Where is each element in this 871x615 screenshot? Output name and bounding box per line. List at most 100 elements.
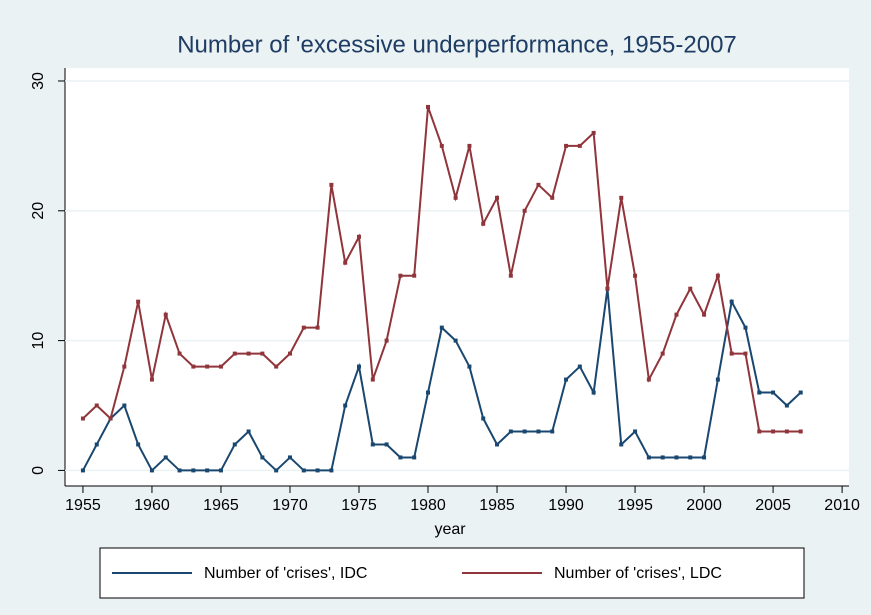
point-marker [218, 468, 223, 473]
point-marker [508, 273, 513, 278]
point-marker [329, 182, 334, 187]
point-marker [287, 455, 292, 460]
point-marker [591, 390, 596, 395]
point-marker [674, 312, 679, 317]
point-marker [343, 403, 348, 408]
point-marker [798, 390, 803, 395]
x-tick-label: 1995 [617, 497, 653, 514]
point-marker [771, 429, 776, 434]
point-marker [633, 429, 638, 434]
x-tick-label: 1990 [548, 497, 584, 514]
point-marker [743, 325, 748, 330]
point-marker [398, 455, 403, 460]
point-marker [301, 325, 306, 330]
point-marker [564, 377, 569, 382]
y-tick-label: 20 [30, 202, 47, 220]
point-marker [439, 325, 444, 330]
point-marker [577, 143, 582, 148]
point-marker [453, 195, 458, 200]
point-marker [246, 351, 251, 356]
point-marker [260, 351, 265, 356]
point-marker [426, 104, 431, 109]
point-marker [784, 403, 789, 408]
x-tick-label: 1980 [410, 497, 446, 514]
point-marker [564, 143, 569, 148]
point-marker [784, 429, 789, 434]
point-marker [715, 377, 720, 382]
legend-label: Number of 'crises', IDC [204, 565, 367, 582]
point-marker [729, 299, 734, 304]
point-marker [191, 468, 196, 473]
point-marker [495, 442, 500, 447]
point-marker [122, 403, 127, 408]
point-marker [467, 143, 472, 148]
point-marker [136, 442, 141, 447]
point-marker [660, 351, 665, 356]
x-tick-label: 1965 [203, 497, 239, 514]
point-marker [522, 208, 527, 213]
point-marker [605, 286, 610, 291]
point-marker [550, 429, 555, 434]
point-marker [577, 364, 582, 369]
point-marker [412, 273, 417, 278]
point-marker [205, 364, 210, 369]
legend-label: Number of 'crises', LDC [554, 565, 722, 582]
x-axis-title: year [434, 521, 466, 538]
point-marker [619, 195, 624, 200]
point-marker [757, 390, 762, 395]
point-marker [177, 351, 182, 356]
point-marker [260, 455, 265, 460]
point-marker [163, 312, 168, 317]
point-marker [357, 234, 361, 239]
point-marker [536, 429, 541, 434]
point-marker [163, 455, 168, 460]
point-marker [495, 195, 500, 200]
point-marker [343, 260, 348, 265]
point-marker [715, 273, 720, 278]
point-marker [274, 468, 279, 473]
point-marker [80, 416, 85, 421]
plot-area [65, 68, 849, 486]
point-marker [633, 273, 638, 278]
x-tick-label: 1975 [341, 497, 377, 514]
y-tick-label: 10 [30, 332, 47, 350]
point-marker [329, 468, 334, 473]
point-marker [771, 390, 776, 395]
x-tick-label: 2010 [824, 497, 860, 514]
chart-title: Number of 'excessive underperformance, 1… [177, 31, 737, 58]
point-marker [646, 377, 651, 382]
point-marker [646, 455, 651, 460]
point-marker [550, 195, 555, 200]
point-marker [522, 429, 527, 434]
point-marker [287, 351, 292, 356]
point-marker [481, 416, 486, 421]
point-marker [80, 468, 85, 473]
point-marker [798, 429, 803, 434]
y-tick-label: 30 [30, 72, 47, 90]
y-tick-label: 0 [30, 466, 47, 475]
point-marker [315, 468, 320, 473]
point-marker [384, 442, 389, 447]
x-tick-label: 1960 [134, 497, 170, 514]
point-marker [757, 429, 762, 434]
point-marker [232, 351, 237, 356]
x-tick-label: 2005 [755, 497, 791, 514]
point-marker [453, 338, 458, 343]
x-tick-label: 2000 [686, 497, 722, 514]
point-marker [149, 468, 154, 473]
point-marker [481, 221, 486, 226]
point-marker [357, 364, 361, 369]
point-marker [246, 429, 251, 434]
point-marker [136, 299, 141, 304]
point-marker [674, 455, 679, 460]
x-tick-label: 1970 [272, 497, 308, 514]
point-marker [301, 468, 306, 473]
point-marker [702, 455, 707, 460]
point-marker [619, 442, 624, 447]
point-marker [660, 455, 665, 460]
point-marker [315, 325, 320, 330]
point-marker [191, 364, 196, 369]
point-marker [232, 442, 237, 447]
